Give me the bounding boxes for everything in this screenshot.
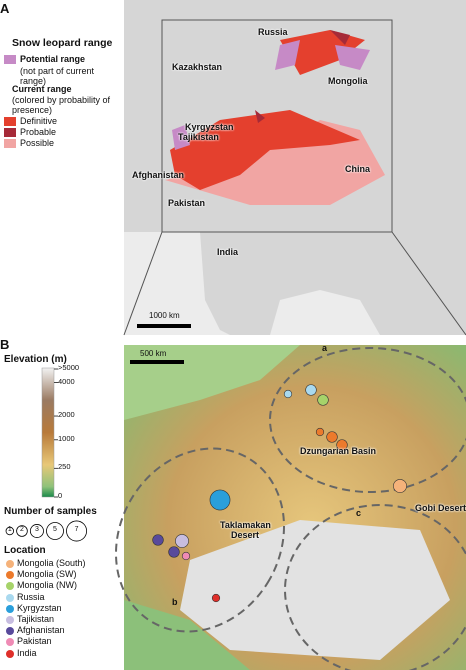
legend-swatch: [4, 128, 16, 137]
region-label: a: [322, 343, 328, 353]
tick-label: 4000: [58, 376, 75, 386]
sample-point: [393, 479, 407, 493]
map-label: Afghanistan: [132, 170, 185, 180]
sample-point: [336, 439, 348, 451]
legend-label: Mongolia (South): [17, 558, 86, 568]
legend-label: Kyrgyzstan: [17, 602, 62, 613]
map-label: India: [217, 247, 239, 257]
legend-label: Definitive: [20, 116, 58, 126]
legend-dot: [6, 593, 14, 602]
legend-dot: [6, 627, 14, 636]
legend-label: Probable: [20, 127, 57, 137]
panel-label: B: [0, 337, 10, 352]
map-label: China: [345, 164, 371, 174]
size-key: [46, 522, 64, 540]
legend-label: Potential range: [20, 54, 86, 64]
map-label: Tajikistan: [178, 132, 219, 142]
region-label: b: [172, 597, 178, 607]
legend-swatch: [4, 55, 16, 64]
legend-label: Pakistan: [17, 636, 52, 647]
map-label: Kazakhstan: [172, 62, 223, 72]
legend-title: Number of samples: [4, 506, 97, 517]
scale-bar: [130, 360, 184, 364]
legend-dot: [6, 616, 14, 624]
map-label: Pakistan: [168, 198, 206, 208]
legend-dot: [6, 638, 14, 647]
sample-point: [305, 384, 317, 396]
sea: [124, 232, 380, 335]
legend-note: (colored by probability of presence): [12, 95, 111, 116]
size-key: [66, 520, 88, 542]
legend-label: India: [17, 647, 37, 658]
tick-label: >5000: [58, 363, 80, 372]
size-label: 2: [20, 526, 24, 533]
zoom-line: [123, 231, 466, 336]
legend-label: Tajikistan: [17, 614, 55, 624]
map-label: Gobi Desert: [415, 503, 466, 513]
range-probable: [255, 30, 350, 123]
sample-point: [283, 389, 293, 399]
legend-label: Mongolia (SW): [17, 569, 77, 580]
range-potential: [172, 40, 370, 150]
sample-point: [181, 551, 191, 561]
legend-label: Mongolia (NW): [17, 580, 78, 591]
scale-label: 1000 km: [149, 311, 180, 320]
legend-dot: [6, 560, 14, 568]
tibet-plateau: [180, 520, 450, 660]
map-label: Russia: [258, 27, 288, 37]
tick-label: 1000: [58, 433, 75, 443]
legend-label: Current range: [12, 84, 72, 94]
legend-title: Elevation (m): [4, 354, 67, 365]
scale-label: 500 km: [140, 349, 167, 358]
size-label: 3: [34, 526, 39, 533]
size-label: 5: [53, 526, 57, 533]
sample-point: [209, 489, 231, 511]
legend-dot: [6, 571, 14, 580]
sample-point: [317, 394, 329, 406]
legend-title: Snow leopard range: [12, 37, 113, 49]
range-definitive: [170, 110, 360, 190]
sample-point: [211, 593, 221, 603]
legend-label: Russia: [17, 591, 45, 602]
legend-dot: [6, 582, 14, 591]
legend-note: (not part of current range): [20, 66, 95, 87]
legend-title: Location: [4, 545, 46, 556]
tick-label: 2000: [58, 410, 75, 420]
region-ellipses: [114, 347, 466, 670]
legend-label: Afghanistan: [17, 625, 65, 636]
legend-swatch: [4, 139, 16, 148]
tick-label: 250: [58, 462, 71, 472]
legend-dot: [6, 604, 14, 613]
map-label: Dzungarian Basin: [300, 446, 377, 456]
size-key: [29, 524, 44, 538]
legend-dot: [6, 649, 14, 658]
legend-swatch: [4, 117, 16, 126]
size-label: 1: [7, 526, 12, 533]
map-label: Mongolia: [328, 76, 368, 86]
elevation-bar: [41, 367, 55, 498]
lowland: [124, 600, 250, 670]
size-label: 7: [74, 526, 79, 533]
legend-label: Possible: [20, 138, 55, 148]
map-label: Kyrgyzstan: [185, 122, 234, 132]
scale-bar: [137, 324, 191, 328]
sample-point: [175, 534, 189, 548]
sample-point: [168, 546, 180, 558]
size-key: [5, 526, 14, 536]
sample-point: [315, 427, 325, 437]
size-key: [16, 525, 28, 537]
region-label: c: [356, 508, 362, 518]
sample-point: [326, 431, 338, 443]
tick-label: 0: [58, 491, 63, 500]
sample-point: [152, 534, 164, 546]
panel-label: A: [0, 1, 10, 16]
inset-box: [161, 19, 393, 233]
map-label: Taklamakan Desert: [220, 520, 271, 541]
